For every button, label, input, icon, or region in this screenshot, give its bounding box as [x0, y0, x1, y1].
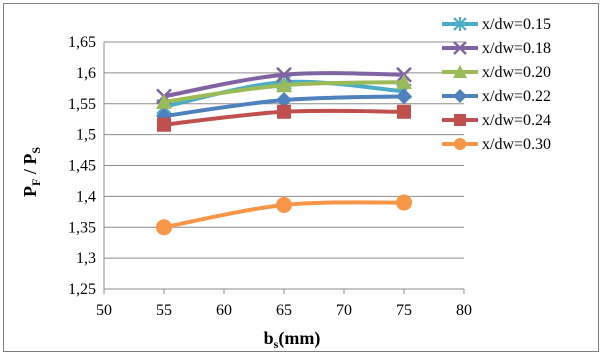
x-tick-label: 55 — [156, 302, 172, 319]
line-chart: 50 55 60 65 70 75 80 1,25 1,3 1,35 1,4 1,45 1,5 1,55… — [20, 16, 551, 351]
x-tick-label: 60 — [216, 302, 232, 319]
legend-item: x/dw=0.24 — [442, 112, 551, 129]
legend: x/dw=0.15 x/dw=0.18 x/dw=0.20 x/dw=0.22 x/dw… — [442, 16, 551, 153]
data-point-marker — [276, 92, 292, 109]
x-tick-label: 70 — [336, 302, 352, 319]
data-point-marker — [396, 88, 412, 105]
y-tick-label: 1,6 — [76, 65, 96, 82]
data-point-marker — [157, 117, 171, 132]
data-point-marker — [453, 17, 467, 31]
legend-label: x/dw=0.24 — [482, 112, 551, 129]
y-tick-label: 1,35 — [68, 219, 96, 236]
data-point-marker — [277, 104, 291, 119]
data-point-marker — [397, 104, 411, 119]
data-point-marker — [453, 41, 467, 55]
y-tick-label: 1,45 — [68, 158, 96, 175]
legend-item: x/dw=0.18 — [442, 40, 551, 57]
x-tick-label: 75 — [396, 302, 412, 319]
series-6 — [156, 194, 412, 236]
y-axis-title: PF / PS — [20, 147, 43, 197]
data-point-marker — [276, 197, 292, 214]
series-3 — [156, 74, 412, 109]
legend-label: x/dw=0.15 — [482, 16, 551, 33]
legend-label: x/dw=0.22 — [482, 88, 551, 105]
legend-label: x/dw=0.20 — [482, 64, 551, 81]
data-point-marker — [453, 89, 467, 103]
data-point-marker — [454, 138, 466, 150]
legend-item: x/dw=0.30 — [442, 136, 551, 153]
data-point-marker — [156, 219, 172, 236]
data-point-marker — [156, 93, 172, 109]
y-tick-label: 1,4 — [76, 188, 96, 205]
x-axis-title: bs(mm) — [264, 328, 321, 351]
y-tick-label: 1,5 — [76, 127, 96, 144]
series-5 — [157, 104, 411, 132]
legend-item: x/dw=0.20 — [442, 64, 551, 81]
data-point-marker — [276, 77, 292, 93]
data-point-marker — [396, 194, 412, 211]
legend-label: x/dw=0.18 — [482, 40, 551, 57]
plot-area — [156, 66, 412, 236]
data-point-marker — [396, 74, 412, 90]
y-tick-labels: 1,25 1,3 1,35 1,4 1,45 1,5 1,55 1,6 1,65 — [68, 34, 96, 298]
data-point-marker — [454, 114, 466, 126]
y-tick-label: 1,25 — [68, 281, 96, 298]
legend-label: x/dw=0.30 — [482, 136, 551, 153]
y-tick-label: 1,65 — [68, 34, 96, 51]
data-point-marker — [276, 66, 292, 83]
x-tick-label: 65 — [276, 302, 292, 319]
y-tick-label: 1,55 — [68, 96, 96, 113]
x-tick-label: 50 — [96, 302, 112, 319]
data-point-marker — [453, 65, 467, 78]
chart-frame: 50 55 60 65 70 75 80 1,25 1,3 1,35 1,4 1,45 1,5 1,55… — [3, 3, 599, 352]
legend-item: x/dw=0.15 — [442, 16, 551, 33]
y-tick-label: 1,3 — [76, 250, 96, 267]
x-tick-labels: 50 55 60 65 70 75 80 — [96, 289, 472, 319]
x-tick-label: 80 — [456, 302, 472, 319]
legend-item: x/dw=0.22 — [442, 88, 551, 105]
